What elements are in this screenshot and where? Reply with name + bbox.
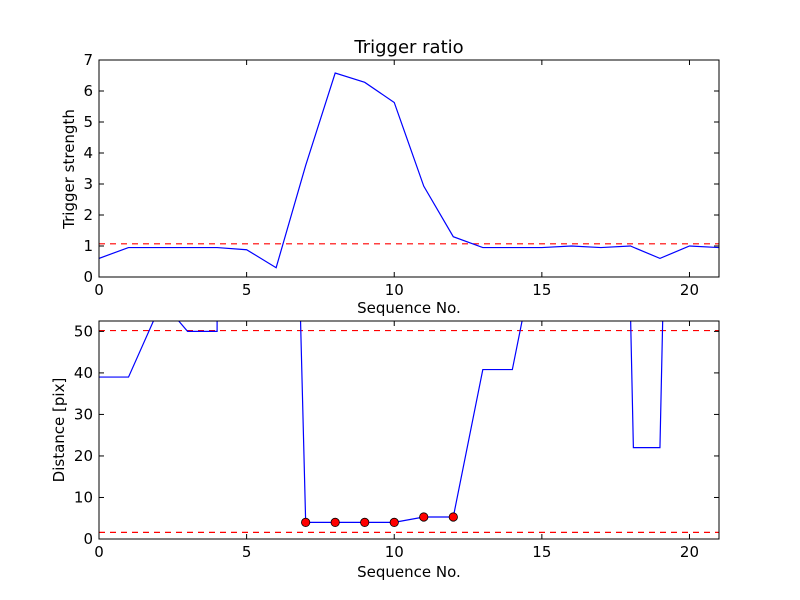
bottom-panel-y-tick-label: 10 — [74, 488, 93, 506]
top-panel-series-line-1 — [99, 72, 719, 269]
top-panel-y-tick-label: 0 — [83, 268, 93, 286]
bottom-panel-y-axis-label: Distance [pix] — [50, 378, 68, 483]
top-panel-y-tick-label: 5 — [83, 113, 93, 131]
top-panel-y-tick-label: 7 — [83, 51, 93, 69]
top-panel-y-tick-label: 4 — [83, 144, 93, 162]
bottom-panel-x-tick-label: 0 — [94, 543, 104, 561]
bottom-panel-x-tick-label: 5 — [242, 543, 252, 561]
top-panel-x-tick-label: 15 — [532, 281, 551, 299]
bottom-panel-x-tick-label: 15 — [532, 543, 551, 561]
top-panel-y-axis-label: Trigger strength — [60, 109, 78, 230]
top-panel-y-tick-label: 3 — [83, 175, 93, 193]
bottom-panel-y-tick-label: 30 — [74, 405, 93, 423]
bottom-panel-data-point-marker — [330, 517, 340, 527]
bottom-panel-x-tick-label: 20 — [680, 543, 699, 561]
bottom-panel: 0 5 10 15 20 0 10 20 30 40 50 Sequence No. Distanc… — [50, 320, 720, 581]
bottom-panel-frame — [98, 320, 720, 540]
bottom-panel-data-point-marker — [389, 517, 399, 527]
top-panel-plot-area — [99, 72, 719, 269]
bottom-panel-data-point-marker — [419, 512, 429, 522]
top-panel-x-axis-label: Sequence No. — [357, 299, 461, 317]
top-panel-y-tick-label: 1 — [83, 237, 93, 255]
top-panel-y-tick-label: 2 — [83, 206, 93, 224]
top-panel-x-tick-label: 20 — [680, 281, 699, 299]
top-panel-x-tick-label: 5 — [242, 281, 252, 299]
bottom-panel-y-tick-label: 40 — [74, 364, 93, 382]
top-panel: Trigger ratio 0 5 10 15 20 0 1 2 3 4 5 6 7 Sequence … — [60, 37, 720, 317]
top-panel-x-tick-label: 0 — [94, 281, 104, 299]
bottom-panel-data-point-marker — [448, 512, 458, 522]
bottom-panel-data-point-marker — [301, 517, 311, 527]
bottom-panel-y-tick-label: 20 — [74, 447, 93, 465]
bottom-panel-x-axis-label: Sequence No. — [357, 563, 461, 581]
top-panel-y-tick-label: 6 — [83, 82, 93, 100]
bottom-panel-x-tick-label: 10 — [385, 543, 404, 561]
bottom-panel-y-tick-label: 0 — [83, 530, 93, 548]
top-panel-title: Trigger ratio — [353, 37, 463, 58]
bottom-panel-data-point-marker — [360, 517, 370, 527]
top-panel-frame — [98, 59, 720, 278]
bottom-panel-y-tick-label: 50 — [74, 322, 93, 340]
bottom-panel-plot-area — [99, 321, 719, 533]
top-panel-x-tick-label: 10 — [385, 281, 404, 299]
bottom-panel-ticks: 0 5 10 15 20 0 10 20 30 40 50 — [74, 321, 719, 561]
